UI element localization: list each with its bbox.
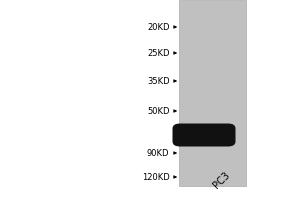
Text: 50KD: 50KD xyxy=(147,106,170,116)
Text: 20KD: 20KD xyxy=(147,22,170,31)
Text: PC3: PC3 xyxy=(212,170,232,190)
Text: 120KD: 120KD xyxy=(142,172,170,182)
Text: 90KD: 90KD xyxy=(147,148,170,158)
Text: 35KD: 35KD xyxy=(147,76,170,86)
FancyBboxPatch shape xyxy=(172,124,236,146)
Bar xyxy=(178,0,246,186)
Text: 25KD: 25KD xyxy=(147,48,170,58)
